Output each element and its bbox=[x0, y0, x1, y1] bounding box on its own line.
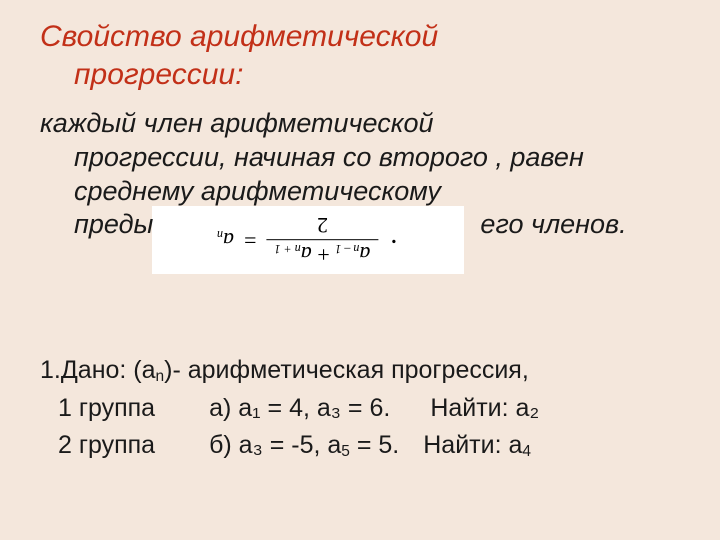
num-a1: a bbox=[359, 242, 370, 267]
task-line-1: 1.Дано: (аn)- арифметическая прогрессия, bbox=[40, 352, 692, 390]
task-block: 1.Дано: (аn)- арифметическая прогрессия,… bbox=[40, 352, 692, 465]
def-l3: среднему арифметическому bbox=[74, 176, 441, 206]
g1-body: а) а₁ = 4, а₃ = 6. bbox=[209, 394, 390, 422]
formula-lhs: an bbox=[217, 229, 234, 252]
g2-body-a: б) а₃ = -5, а bbox=[209, 431, 341, 459]
g2-body-b: = 5. bbox=[350, 431, 399, 459]
def-l4-right: его членов. bbox=[480, 209, 626, 239]
slide-heading: Свойство арифметической прогрессии: bbox=[40, 18, 692, 93]
task-l1-a: Дано: (а bbox=[61, 356, 156, 384]
task-l1-sub: n bbox=[156, 368, 165, 385]
lhs-var: a bbox=[223, 228, 234, 253]
formula-equals: = bbox=[244, 229, 256, 251]
def-l4-left: преды bbox=[74, 209, 153, 239]
heading-line2: прогрессии: bbox=[42, 56, 692, 94]
g2-find-a: Найти: а bbox=[423, 431, 522, 459]
formula-denominator: 2 bbox=[309, 214, 336, 237]
task-line-3: 2 группа б) а₃ = -5, а5 = 5. Найти: а4 bbox=[40, 427, 692, 465]
g1-label: 1 группа bbox=[58, 394, 155, 422]
formula-numerator: an – 1 + an + 1 bbox=[266, 242, 378, 266]
formula-content-flipped: . an – 1 + an + 1 2 = an bbox=[217, 214, 399, 266]
g2-label: 2 группа bbox=[58, 431, 155, 459]
fraction-bar bbox=[266, 239, 378, 240]
num-a1-sub: n – 1 bbox=[335, 242, 359, 256]
lhs-sub: n bbox=[217, 228, 223, 242]
formula-dot: . bbox=[388, 234, 399, 262]
def-l2: прогрессии, начиная со второго , равен bbox=[74, 142, 584, 172]
num-plus: + bbox=[312, 242, 335, 267]
g2-find-sub: 4 bbox=[522, 443, 531, 460]
num-a2: a bbox=[301, 242, 312, 267]
heading-line1: Свойство арифметической bbox=[40, 20, 438, 53]
slide: Свойство арифметической прогрессии: кажд… bbox=[0, 0, 720, 540]
task-l1-b: )- арифметическая прогрессия, bbox=[164, 356, 529, 384]
g2-body-sub: 5 bbox=[341, 443, 350, 460]
g1-find: Найти: а₂ bbox=[430, 394, 539, 422]
task-num: 1. bbox=[40, 356, 61, 384]
def-l1: каждый член арифметической bbox=[40, 108, 434, 138]
task-line-2: 1 группа а) а₁ = 4, а₃ = 6. Найти: а₂ bbox=[40, 390, 692, 428]
formula-fraction: an – 1 + an + 1 2 bbox=[266, 214, 378, 266]
num-a2-sub: n + 1 bbox=[274, 242, 300, 256]
